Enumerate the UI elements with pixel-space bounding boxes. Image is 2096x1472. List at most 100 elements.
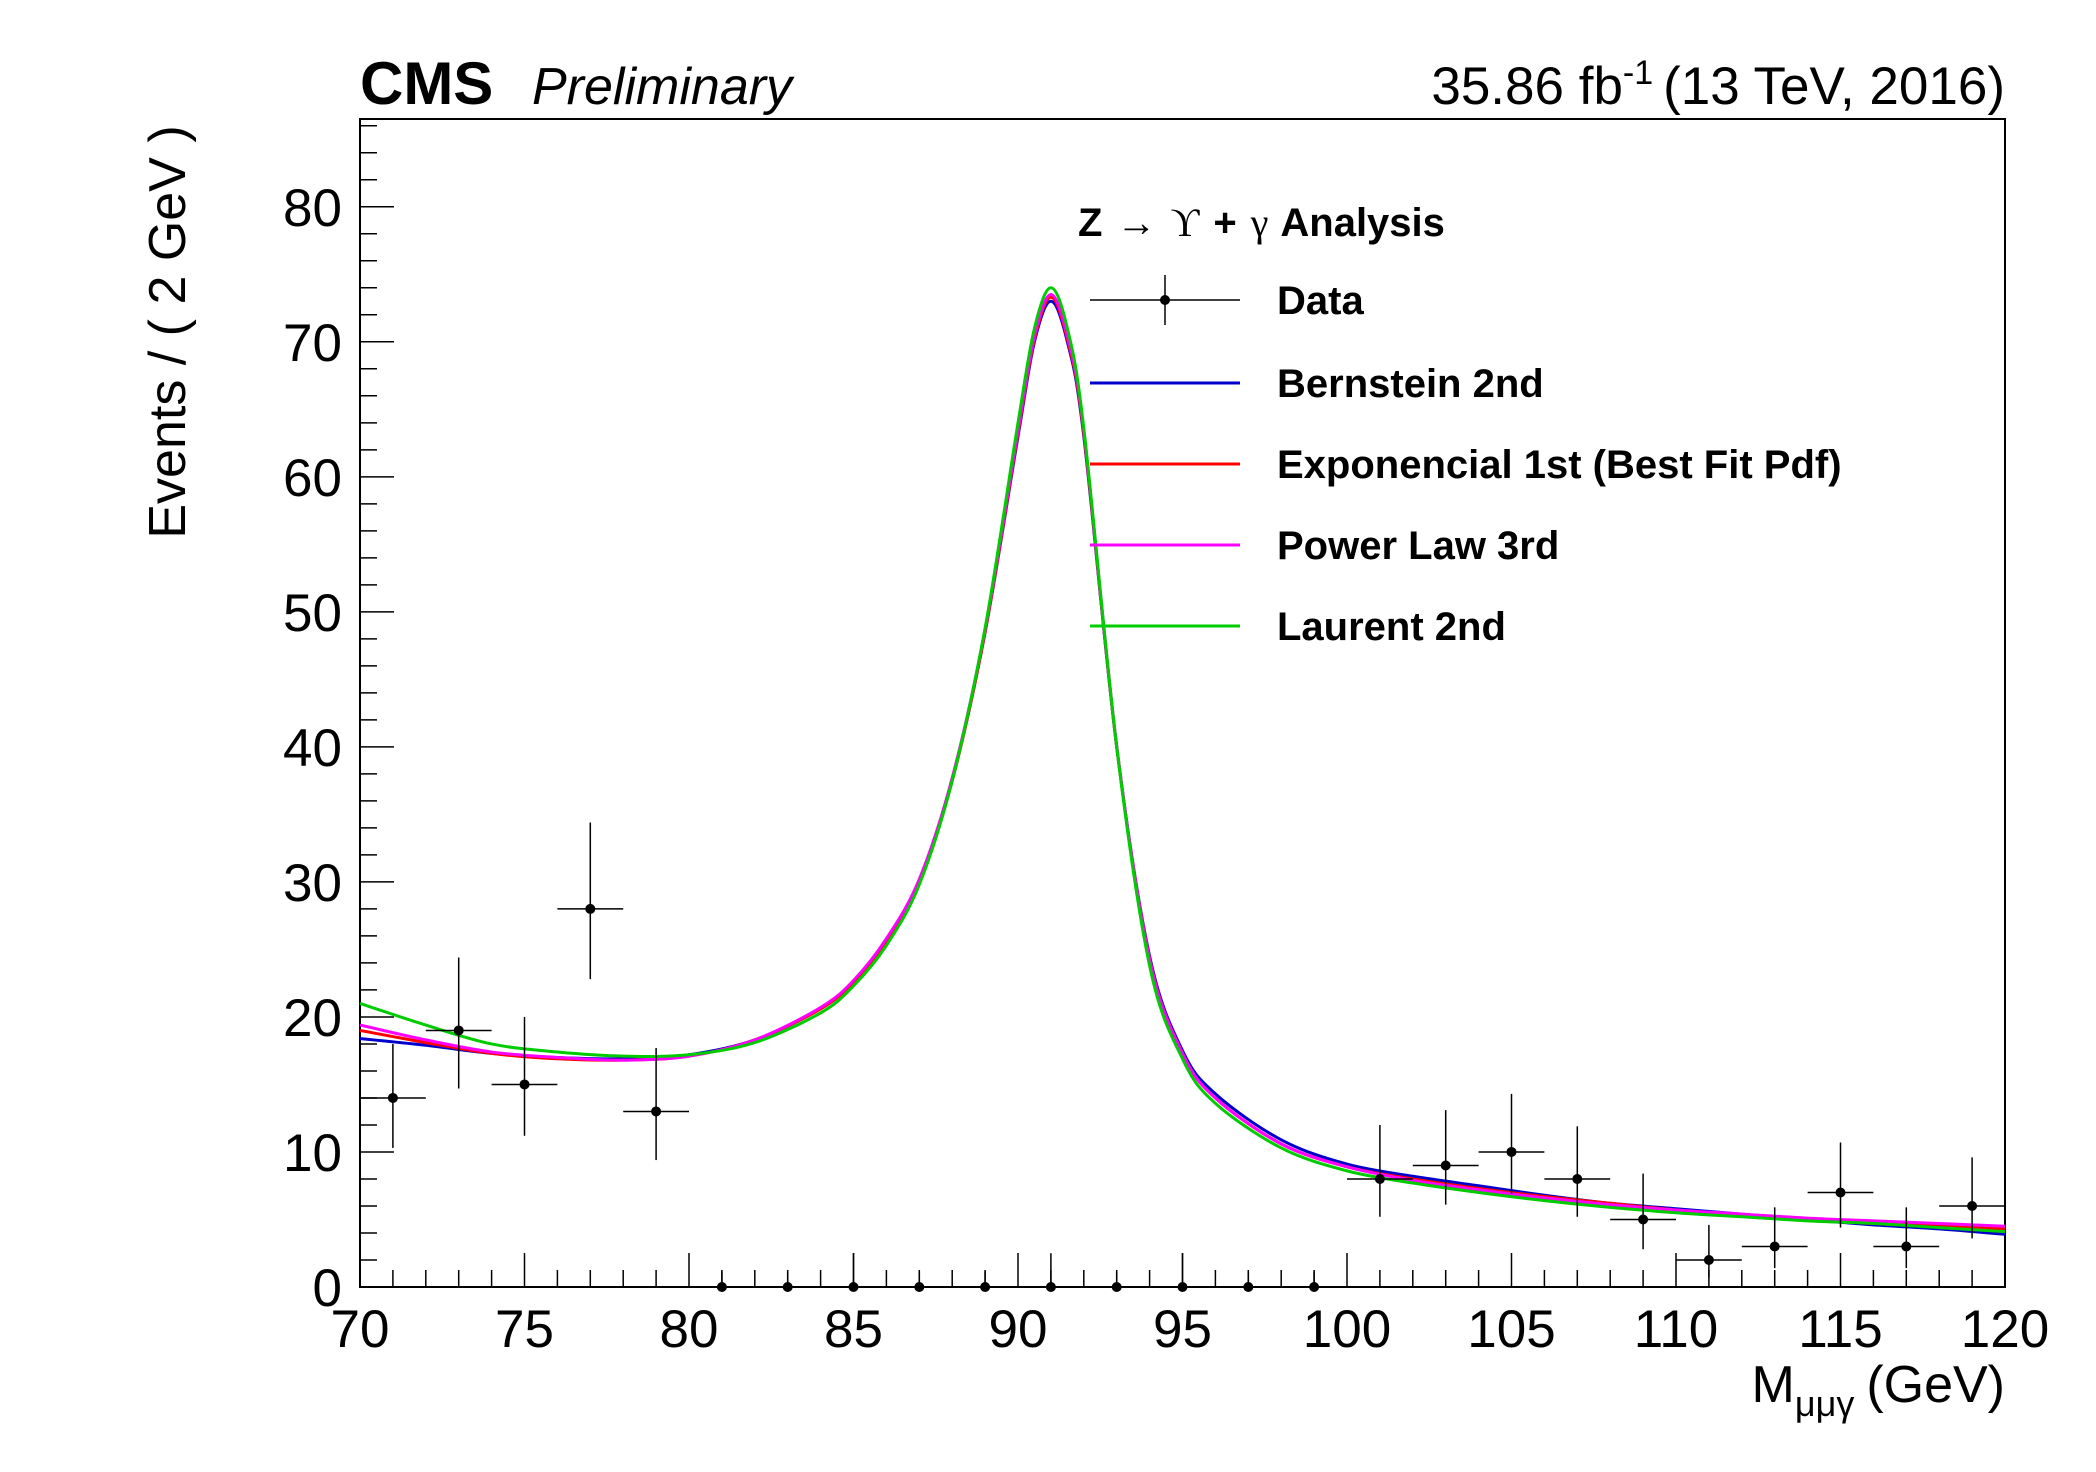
y-tick-label: 70 [283, 314, 342, 373]
x-tick-label: 80 [660, 1300, 719, 1359]
data-point [782, 1271, 793, 1292]
x-tick-label: 110 [1634, 1300, 1719, 1359]
data-point [557, 822, 624, 980]
legend-item-data: Data [1090, 275, 1364, 325]
legend-laurent-label: Laurent 2nd [1277, 605, 1506, 649]
data-point-marker [1901, 1241, 1912, 1252]
data-point-marker [1572, 1173, 1583, 1184]
legend-item-powerlaw: Power Law 3rd [1090, 524, 1559, 568]
data-point [425, 957, 492, 1089]
legend-title-gamma: γ [1250, 200, 1269, 245]
x-tick-label: 115 [1798, 1300, 1883, 1359]
data-point [623, 1047, 689, 1161]
x-axis-symbol: M [1752, 1356, 1795, 1414]
lumi-value: 35.86 fb [1431, 57, 1623, 116]
fit-curves [359, 286, 2006, 1236]
data-point-marker [848, 1282, 859, 1292]
data-point-marker [1506, 1146, 1517, 1157]
x-tick-label: 90 [989, 1300, 1048, 1359]
cms-label: CMS [360, 50, 493, 117]
data-point-marker [1111, 1282, 1122, 1292]
y-axis-title: Events / ( 2 GeV ) [139, 125, 197, 538]
x-tick-label: 85 [824, 1300, 883, 1359]
data-point-marker [1967, 1200, 1978, 1211]
data-point [1309, 1271, 1320, 1292]
data-point [914, 1271, 925, 1292]
data-point [1610, 1173, 1676, 1250]
x-tick-label: 100 [1303, 1300, 1391, 1359]
legend-title-suffix: Analysis [1280, 201, 1445, 245]
x-axis-title: Mμμγ (GeV) [1752, 1356, 2006, 1424]
data-point [1111, 1271, 1122, 1292]
lumi-exponent: -1 [1623, 54, 1653, 92]
x-tick-label: 70 [331, 1300, 390, 1359]
legend-title-z: Z [1078, 201, 1102, 245]
legend-bernstein-label: Bernstein 2nd [1277, 362, 1544, 406]
data-point-marker [1309, 1282, 1320, 1292]
lumi-energy: (13 TeV, 2016) [1663, 57, 2005, 116]
axis-tick-labels: 70 75 80 85 90 95 100 105 110 115 120 0 10 20 30 40 50 60… [283, 179, 2049, 1359]
data-points [360, 822, 2005, 1292]
data-point-marker [1440, 1160, 1451, 1171]
legend-data-label: Data [1277, 279, 1364, 323]
legend-title: Z → ϒ + γ Analysis [1078, 200, 1445, 245]
data-point [1807, 1142, 1874, 1228]
data-point-marker [453, 1025, 464, 1036]
data-point-marker [1703, 1254, 1714, 1265]
data-point [1676, 1224, 1742, 1278]
y-tick-label: 50 [283, 584, 342, 643]
legend-title-plus: + [1213, 201, 1236, 245]
data-point-marker [651, 1106, 662, 1117]
fit-curve-power-law-3rd [359, 293, 2006, 1228]
data-point [1045, 1253, 1056, 1292]
y-tick-label: 30 [283, 854, 342, 913]
legend-item-laurent: Laurent 2nd [1090, 605, 1506, 649]
x-tick-label: 75 [495, 1300, 554, 1359]
data-point [1243, 1271, 1254, 1292]
data-point [491, 1016, 558, 1136]
data-point [1478, 1093, 1545, 1194]
data-point-marker [914, 1282, 925, 1292]
data-point-marker [1243, 1282, 1254, 1292]
data-point-marker [387, 1092, 398, 1103]
data-point [1741, 1207, 1808, 1269]
data-point [716, 1271, 727, 1292]
x-tick-label: 95 [1153, 1300, 1212, 1359]
luminosity-label: 35.86 fb-1 (13 TeV, 2016) [1431, 54, 2005, 116]
legend-exponential-label: Exponencial 1st (Best Fit Pdf) [1277, 443, 1842, 487]
data-point-marker [585, 903, 596, 914]
fit-curve-laurent-2nd [359, 286, 2006, 1234]
y-tick-label: 80 [283, 179, 342, 238]
data-point [1873, 1207, 1940, 1269]
legend-title-upsilon: ϒ [1170, 200, 1200, 245]
y-tick-label: 0 [313, 1259, 342, 1318]
preliminary-label: Preliminary [532, 58, 795, 116]
data-point-marker [1638, 1214, 1649, 1225]
data-point-marker [1045, 1282, 1056, 1292]
y-tick-label: 40 [283, 719, 342, 778]
legend-powerlaw-label: Power Law 3rd [1277, 524, 1559, 568]
legend-title-arrow: → [1116, 201, 1156, 245]
fit-curve-exponencial-1st-best-fit-pdf [359, 295, 2006, 1231]
data-point-marker [1177, 1282, 1188, 1292]
legend-item-bernstein: Bernstein 2nd [1090, 362, 1544, 406]
x-tick-label: 105 [1467, 1300, 1555, 1359]
x-tick-label: 120 [1961, 1300, 2049, 1359]
data-point [360, 1043, 426, 1148]
fit-curve-bernstein-2nd [359, 299, 2006, 1236]
data-point-marker [1835, 1187, 1846, 1198]
data-point-marker [519, 1079, 530, 1090]
data-point-marker [716, 1282, 727, 1292]
y-tick-label: 60 [283, 449, 342, 508]
y-tick-label: 10 [283, 1124, 342, 1183]
data-point-marker [782, 1282, 793, 1292]
legend-data-marker [1160, 295, 1170, 305]
plot-frame [359, 118, 2006, 1288]
data-point-marker [1769, 1241, 1780, 1252]
y-tick-label: 20 [283, 989, 342, 1048]
data-point [1544, 1126, 1611, 1217]
data-point-marker [980, 1282, 991, 1292]
data-point [1347, 1124, 1413, 1217]
data-point [848, 1253, 859, 1292]
